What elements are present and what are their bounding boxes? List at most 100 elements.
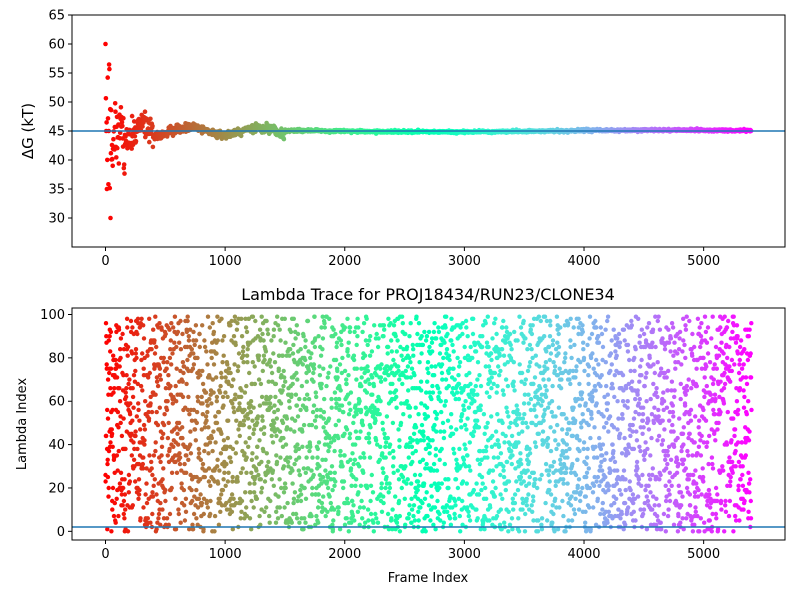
lambda-point [271, 334, 276, 339]
lambda-point [209, 355, 214, 361]
lambda-point [218, 383, 223, 389]
lambda-point [483, 485, 488, 491]
lambda-point [162, 412, 167, 417]
lambda-point [194, 420, 199, 426]
lambda-point [116, 448, 122, 454]
lambda-point [439, 481, 444, 486]
lambda-point [550, 383, 555, 389]
lambda-point [383, 455, 388, 460]
lambda-point [429, 336, 435, 341]
lambda-point [351, 353, 357, 358]
lambda-point [373, 438, 379, 443]
lambda-point [178, 520, 183, 525]
lambda-point [273, 381, 279, 387]
lambda-point [391, 448, 396, 454]
lambda-point [224, 444, 229, 449]
lambda-point [380, 420, 385, 426]
lambda-point [434, 416, 439, 421]
lambda-point [325, 509, 330, 514]
lambda-point [464, 325, 469, 330]
lambda-point [257, 513, 262, 519]
lambda-point [448, 425, 454, 430]
lambda-point [551, 459, 557, 465]
lambda-point [338, 453, 343, 458]
lambda-point [311, 362, 317, 367]
lambda-point [211, 390, 216, 395]
lambda-point [171, 444, 176, 449]
lambda-point [426, 370, 431, 376]
lambda-point [583, 520, 588, 525]
lambda-point [239, 509, 244, 514]
lambda-point [287, 399, 292, 404]
lambda-point [537, 364, 542, 369]
lambda-point [604, 451, 609, 456]
lambda-point [185, 314, 190, 319]
lambda-point [339, 370, 344, 376]
dg-x-tick-label: 1000 [209, 254, 242, 269]
dg-point [121, 165, 127, 171]
lambda-point [531, 518, 536, 523]
lambda-point [342, 368, 348, 374]
lambda-point [123, 507, 128, 512]
lambda-point [548, 351, 554, 356]
lambda-point [461, 403, 466, 408]
lambda-point [152, 477, 157, 482]
lambda-point [253, 318, 258, 324]
lambda-point [421, 433, 426, 439]
lambda-point [416, 412, 421, 417]
lambda-point [398, 344, 403, 350]
lambda-point [241, 422, 246, 428]
lambda-point [174, 425, 179, 430]
lambda-point [361, 470, 366, 475]
lambda-point [333, 357, 339, 363]
lambda-point [437, 390, 442, 395]
lambda-point [527, 451, 533, 456]
lambda-point [580, 485, 585, 491]
lambda-point [352, 518, 357, 523]
lambda-point [115, 409, 121, 415]
lambda-point [233, 451, 238, 456]
lambda-point [201, 527, 206, 532]
lambda-point [521, 479, 526, 484]
lambda-point [113, 357, 118, 363]
lambda-point [485, 455, 490, 460]
lambda-point [624, 386, 629, 391]
lambda-point [277, 429, 283, 434]
lambda-point [313, 390, 318, 395]
lambda-point [467, 440, 472, 445]
lambda-point [281, 490, 287, 495]
lambda-point [509, 461, 514, 467]
lambda-point [416, 483, 421, 488]
lambda-point [556, 331, 561, 337]
lambda-point [435, 498, 440, 504]
lambda-point [441, 355, 446, 361]
lambda-point [321, 366, 326, 371]
lambda-point [314, 407, 320, 413]
lambda-point [104, 334, 109, 339]
lambda-point [589, 416, 594, 421]
lambda-point [630, 429, 635, 434]
lambda-point [191, 511, 197, 517]
lambda-point [203, 390, 209, 395]
lambda-point [550, 464, 555, 469]
lambda-point [377, 412, 382, 417]
lambda-point [257, 327, 263, 332]
lambda-point [245, 360, 250, 365]
lambda-point [504, 325, 509, 330]
lambda-point [269, 370, 275, 376]
lambda-point [498, 492, 503, 497]
lambda-point [141, 323, 146, 328]
lambda-point [611, 448, 616, 454]
lambda-point [580, 412, 585, 417]
lambda-point [302, 516, 307, 521]
lambda-point [533, 422, 539, 428]
lambda-point [557, 505, 562, 510]
lambda-point [153, 440, 158, 445]
lambda-point [314, 513, 319, 519]
lambda-point [305, 392, 310, 397]
lambda-point [407, 503, 412, 508]
lambda-point [254, 420, 260, 426]
lambda-point [149, 459, 154, 465]
lambda-point [184, 453, 189, 458]
lambda-point [122, 492, 128, 497]
